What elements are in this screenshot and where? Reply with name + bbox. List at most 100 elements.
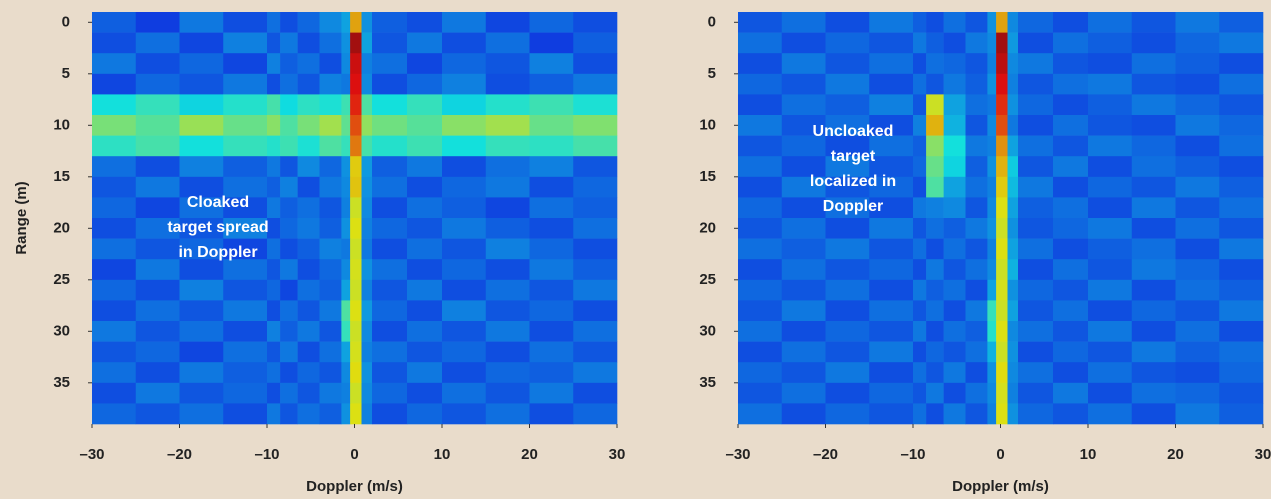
heatmap-cell <box>297 94 320 116</box>
heatmap-cell <box>297 176 320 198</box>
heatmap-cell <box>297 259 320 281</box>
heatmap-cell <box>529 197 574 219</box>
heatmap-cell <box>965 94 988 116</box>
heatmap-cell <box>485 94 530 116</box>
heatmap-cell <box>223 53 268 75</box>
heatmap-cell <box>965 32 988 54</box>
heatmap-cell <box>573 94 618 116</box>
heatmap-cell <box>135 321 180 342</box>
heatmap-cell <box>943 53 966 75</box>
heatmap-cell <box>407 12 443 33</box>
heatmap-cell <box>987 156 997 178</box>
heatmap-cell <box>319 382 342 404</box>
heatmap-cell <box>926 362 944 384</box>
heatmap-cell <box>485 53 530 75</box>
heatmap-cell <box>869 259 914 281</box>
heatmap-cell <box>319 321 342 342</box>
heatmap-cell <box>407 156 443 178</box>
heatmap-cell <box>223 73 268 95</box>
heatmap-cell <box>1018 321 1054 342</box>
heatmap-cell <box>965 341 988 363</box>
heatmap-cell <box>943 156 966 178</box>
heatmap-cell <box>1219 362 1264 384</box>
heatmap-cell <box>297 403 320 425</box>
heatmap-cell <box>825 341 870 363</box>
heatmap-cell <box>407 341 443 363</box>
heatmap-cell <box>280 321 298 342</box>
heatmap-cell <box>926 197 944 219</box>
heatmap-cell <box>350 238 362 260</box>
heatmap-cell <box>135 300 180 322</box>
heatmap-cell <box>92 197 137 219</box>
heatmap-cell <box>223 259 268 281</box>
annotation: localized in <box>810 173 896 190</box>
heatmap-cell <box>996 341 1008 363</box>
heatmap-cell <box>341 321 351 342</box>
heatmap-cell <box>987 259 997 281</box>
heatmap-cell <box>341 176 351 198</box>
heatmap-cell <box>1175 94 1220 116</box>
heatmap-cell <box>781 115 826 136</box>
heatmap-cell <box>996 403 1008 425</box>
heatmap-cell <box>913 300 927 322</box>
heatmap-cell <box>965 176 988 198</box>
x-tick-label: 10 <box>1080 446 1097 463</box>
heatmap-cell <box>1131 218 1176 239</box>
heatmap-cell <box>1007 156 1019 178</box>
heatmap-cell <box>372 321 408 342</box>
heatmap-cell <box>267 341 281 363</box>
heatmap-cell <box>987 115 997 136</box>
heatmap-cell <box>529 12 574 33</box>
heatmap-cell <box>529 403 574 425</box>
heatmap-cell <box>738 321 783 342</box>
heatmap-cell <box>1175 12 1220 33</box>
heatmap-cell <box>1175 73 1220 95</box>
heatmap-cell <box>965 362 988 384</box>
y-tick-label: 5 <box>708 65 716 82</box>
heatmap-cell <box>407 94 443 116</box>
heatmap-cell <box>1018 238 1054 260</box>
heatmap-cell <box>1219 53 1264 75</box>
x-tick-label: 10 <box>434 446 451 463</box>
heatmap-cell <box>1131 300 1176 322</box>
heatmap-cell <box>1219 156 1264 178</box>
heatmap-cell <box>529 382 574 404</box>
heatmap-cell <box>1007 12 1019 33</box>
heatmap-cell <box>297 321 320 342</box>
heatmap-cell <box>1175 135 1220 157</box>
y-tick-label: 0 <box>708 13 716 30</box>
heatmap-cell <box>1053 218 1089 239</box>
heatmap-cell <box>926 321 944 342</box>
heatmap-cell <box>179 53 224 75</box>
heatmap-cell <box>996 176 1008 198</box>
heatmap-cell <box>529 32 574 54</box>
heatmap-cell <box>407 176 443 198</box>
heatmap-cell <box>1131 73 1176 95</box>
heatmap-cell <box>987 12 997 33</box>
heatmap-cell <box>1007 382 1019 404</box>
heatmap-cell <box>825 32 870 54</box>
heatmap-cell <box>1219 12 1264 33</box>
heatmap-cell <box>135 341 180 363</box>
heatmap-cell <box>223 115 268 136</box>
heatmap-cell <box>987 300 997 322</box>
x-tick-label: 30 <box>1255 446 1271 463</box>
x-tick-label: –30 <box>79 446 104 463</box>
heatmap-cell <box>341 279 351 301</box>
heatmap-cell <box>529 218 574 239</box>
heatmap-cell <box>943 115 966 136</box>
heatmap-cell <box>1018 115 1054 136</box>
heatmap-cell <box>1175 197 1220 219</box>
y-tick-label: 5 <box>62 65 70 82</box>
heatmap-cell <box>1088 53 1133 75</box>
heatmap-cell <box>407 32 443 54</box>
heatmap-cell <box>372 341 408 363</box>
heatmap-cell <box>987 382 997 404</box>
heatmap-cell <box>341 362 351 384</box>
heatmap-cell <box>943 341 966 363</box>
heatmap-cell <box>738 300 783 322</box>
heatmap-cell <box>350 197 362 219</box>
heatmap-cell <box>825 53 870 75</box>
heatmap-cell <box>223 238 268 260</box>
heatmap-cell <box>996 53 1008 75</box>
